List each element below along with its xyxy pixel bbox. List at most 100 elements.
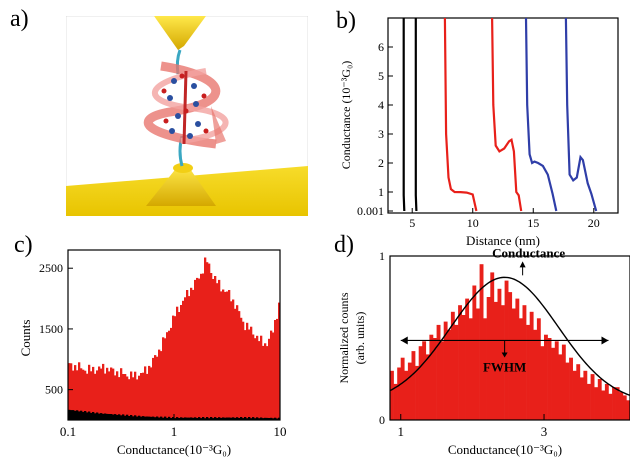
c-bar-black bbox=[84, 411, 87, 420]
c-bar-black bbox=[276, 418, 279, 420]
d-bar bbox=[583, 370, 588, 420]
c-bar-red bbox=[168, 330, 171, 420]
d-bar bbox=[415, 365, 419, 420]
c-bar-black bbox=[130, 415, 133, 420]
b-ytick-label: 6 bbox=[378, 40, 384, 54]
plot-b-ylabel: Conductance (10⁻³G₀) bbox=[339, 61, 353, 169]
c-bar-red bbox=[172, 315, 175, 420]
c-bar-red bbox=[126, 376, 129, 420]
b-ytick-label: 5 bbox=[378, 69, 384, 83]
c-bar-red bbox=[118, 377, 121, 420]
c-bar-red bbox=[248, 329, 251, 420]
d-bar bbox=[594, 387, 599, 420]
conductance-traces-chart: 5 10 15 20 0.001 1 2 3 4 5 6 Distance (nm) Conduc… bbox=[339, 17, 619, 248]
c-bar-black bbox=[152, 416, 155, 420]
plot-d-xlabel: Conductance(10⁻³G₀) bbox=[448, 442, 562, 457]
c-bar-red bbox=[188, 296, 191, 420]
d-bar bbox=[511, 308, 516, 420]
c-bar-red bbox=[68, 363, 71, 420]
c-bar-red bbox=[88, 364, 91, 420]
d-bar bbox=[508, 292, 513, 420]
c-bar-red bbox=[174, 316, 177, 420]
c-bar-red bbox=[108, 371, 111, 420]
b-ytick-label: 0.001 bbox=[357, 204, 384, 218]
d-bar bbox=[547, 338, 552, 420]
c-bar-black bbox=[270, 417, 273, 420]
c-bar-black bbox=[100, 413, 103, 420]
c-bar-red bbox=[250, 326, 253, 420]
d-bar bbox=[411, 351, 416, 420]
c-bar-black bbox=[146, 416, 149, 420]
c-bar-black bbox=[88, 411, 91, 420]
c-bar-black bbox=[128, 416, 131, 420]
c-bar-red bbox=[152, 357, 155, 420]
plot-c-xlabel: Conductance(10⁻³G₀) bbox=[117, 442, 231, 457]
c-bar-red bbox=[106, 367, 109, 420]
d-bar bbox=[569, 357, 573, 420]
c-bar-black bbox=[138, 415, 141, 420]
c-bar-red bbox=[170, 327, 173, 420]
c-bar-black bbox=[78, 411, 81, 420]
c-bar-black bbox=[108, 414, 111, 420]
c-bar-black bbox=[230, 417, 233, 420]
c-bar-red bbox=[266, 346, 269, 420]
c-bar-black bbox=[80, 410, 83, 420]
c-bar-black bbox=[182, 417, 185, 420]
c-bar-black bbox=[188, 417, 191, 420]
gaussian-fit-curve bbox=[389, 276, 630, 396]
c-bar-black bbox=[252, 417, 255, 420]
c-bar-black bbox=[232, 417, 235, 420]
c-bar-red bbox=[180, 305, 183, 420]
c-bar-black bbox=[260, 417, 263, 420]
c-bar-black bbox=[110, 414, 113, 420]
c-bar-red bbox=[130, 371, 133, 420]
d-bar bbox=[529, 311, 534, 420]
c-bar-red bbox=[158, 349, 161, 420]
d-bar bbox=[407, 362, 412, 420]
d-bar bbox=[604, 383, 609, 420]
d-bar bbox=[490, 272, 495, 420]
c-bar-red bbox=[166, 332, 169, 420]
c-bar-black bbox=[206, 417, 209, 420]
c-bar-black bbox=[70, 410, 73, 420]
c-bar-red bbox=[262, 345, 265, 420]
d-bar bbox=[608, 393, 613, 420]
d-bar bbox=[626, 400, 630, 420]
d-bar bbox=[526, 324, 530, 420]
c-bar-red bbox=[260, 335, 263, 420]
d-xtick-label: 1 bbox=[397, 424, 404, 439]
d-bar bbox=[515, 298, 520, 420]
c-bar-red bbox=[230, 301, 233, 420]
d-bar bbox=[476, 308, 480, 420]
c-bar-black bbox=[154, 417, 157, 420]
c-bar-red bbox=[254, 338, 257, 420]
c-bar-black bbox=[196, 418, 199, 420]
plot-d-ylabel-2: (arb. units) bbox=[353, 312, 367, 365]
c-bar-black bbox=[246, 418, 249, 420]
counts-histogram-chart: 0.1 1 10 500 1500 2500 Conductance(10⁻³G₀) C… bbox=[18, 249, 287, 457]
c-bar-red bbox=[78, 362, 81, 420]
c-bar-red bbox=[264, 343, 267, 420]
c-bar-black bbox=[244, 417, 247, 420]
b-ytick-label: 2 bbox=[378, 156, 384, 170]
c-xtick-label: 0.1 bbox=[60, 424, 76, 439]
c-bar-red bbox=[136, 379, 139, 420]
c-bar-black bbox=[96, 412, 99, 420]
d-bar bbox=[458, 305, 462, 420]
c-bar-black bbox=[186, 417, 189, 420]
c-bar-black bbox=[106, 413, 109, 420]
c-bar-black bbox=[116, 414, 119, 420]
b-xtick-label: 5 bbox=[409, 216, 415, 230]
c-bar-black bbox=[198, 417, 201, 420]
c-bar-black bbox=[234, 417, 237, 420]
c-bar-black bbox=[266, 417, 269, 420]
trace-5 bbox=[524, 17, 558, 212]
c-bar-red bbox=[184, 297, 187, 420]
trace-4 bbox=[491, 17, 523, 212]
trace-3 bbox=[443, 17, 478, 212]
c-bar-red bbox=[268, 338, 271, 420]
c-bar-red bbox=[204, 257, 207, 420]
c-bar-black bbox=[204, 418, 207, 420]
d-bar bbox=[554, 341, 559, 420]
c-bar-black bbox=[278, 417, 281, 420]
